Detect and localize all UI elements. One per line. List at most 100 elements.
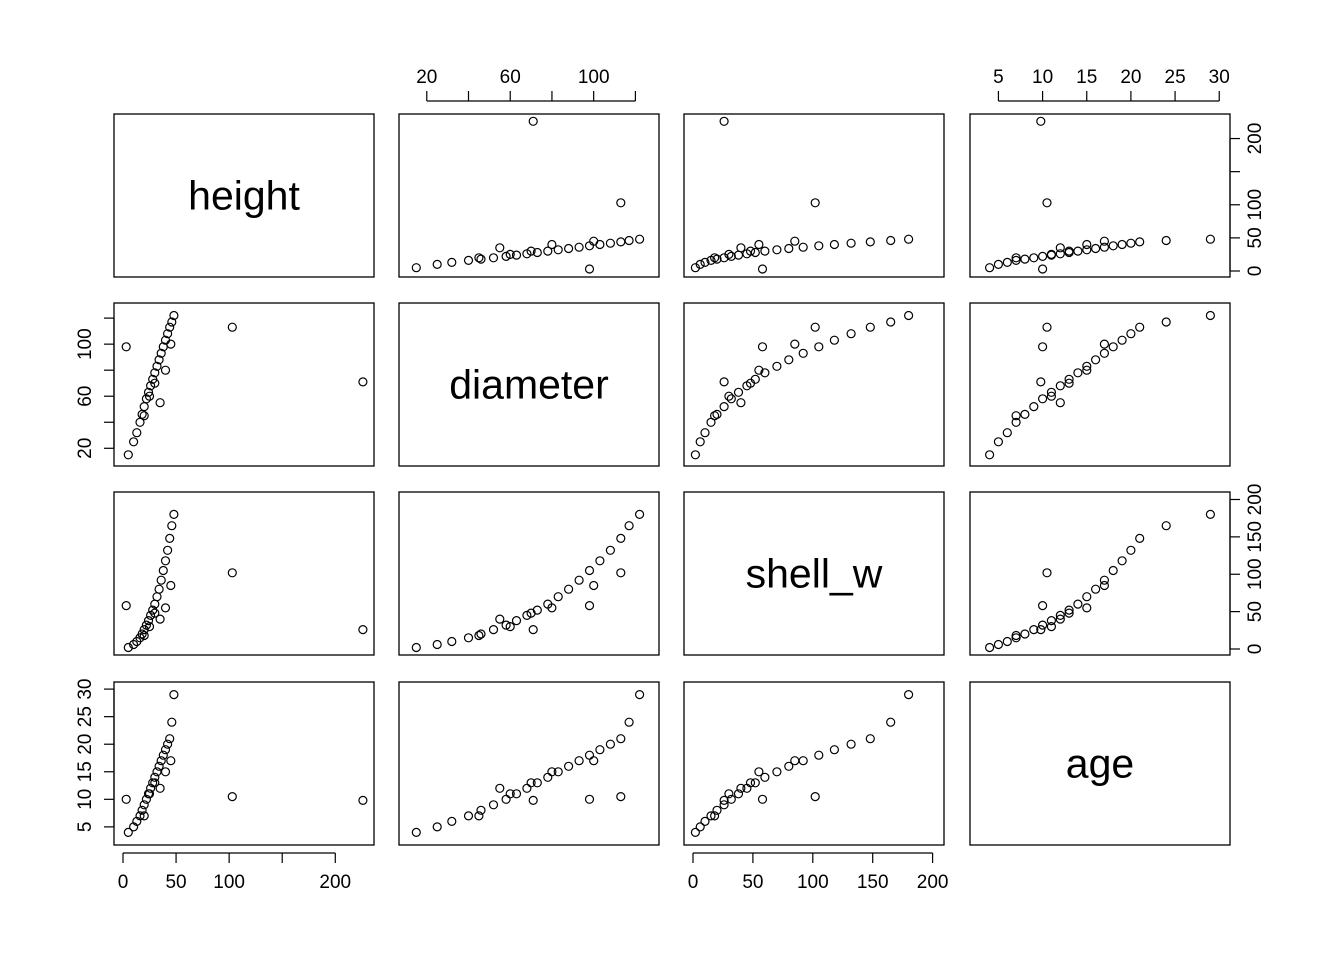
data-point <box>1099 236 1110 246</box>
data-point <box>1046 391 1057 401</box>
data-point <box>165 734 175 744</box>
data-point <box>798 348 808 358</box>
data-point <box>476 805 486 815</box>
scatter-panel-age-vs-shell_w <box>683 681 945 846</box>
data-point <box>784 761 794 771</box>
data-point <box>132 428 142 438</box>
data-point <box>1037 394 1048 404</box>
data-point <box>1205 234 1216 244</box>
data-point <box>154 355 164 365</box>
data-point <box>463 811 474 821</box>
tick-label: 5 <box>75 822 96 833</box>
data-point <box>447 257 457 267</box>
data-point <box>903 689 914 700</box>
right-y-axis-height: 0 50 100 200 <box>1229 123 1266 276</box>
data-point <box>1002 257 1012 267</box>
scatter-panel-height-vs-age <box>969 113 1231 278</box>
tick-label: 25 <box>1165 67 1186 88</box>
data-point <box>1108 565 1118 576</box>
data-point <box>553 245 563 255</box>
panel-frame <box>398 681 660 846</box>
scatter-panel-height-vs-diameter <box>398 113 660 278</box>
data-point <box>129 639 139 650</box>
tick-label: 200 <box>319 872 351 893</box>
data-point <box>563 243 574 254</box>
data-point <box>1055 398 1065 408</box>
data-point <box>501 620 511 630</box>
data-point <box>1205 310 1216 321</box>
data-point <box>432 639 442 650</box>
data-point <box>148 605 158 615</box>
data-point <box>772 361 782 371</box>
data-point <box>1064 374 1074 384</box>
data-point <box>123 827 133 838</box>
data-point <box>709 253 720 263</box>
tick-label: 200 <box>1245 123 1266 155</box>
data-point <box>984 263 995 273</box>
bottom-x-axis-height: 0 50 100 200 <box>118 852 351 893</box>
data-point <box>798 242 808 252</box>
tick-label: 50 <box>165 872 186 893</box>
data-point <box>772 245 782 255</box>
data-point <box>358 377 368 387</box>
tick-label: 100 <box>1245 558 1266 590</box>
data-point <box>1117 556 1127 566</box>
scatter-panel-age-vs-diameter <box>398 681 660 846</box>
data-point <box>169 310 179 321</box>
data-point <box>865 734 875 744</box>
data-point <box>790 756 800 766</box>
data-point <box>589 580 599 591</box>
tick-label: 0 <box>1245 644 1266 655</box>
data-point <box>584 750 595 760</box>
tick-label: 150 <box>857 872 889 893</box>
data-point <box>690 827 701 838</box>
data-point <box>1108 241 1118 251</box>
data-point <box>903 310 914 321</box>
data-point <box>129 437 139 447</box>
data-point <box>1055 610 1065 621</box>
data-point <box>526 778 536 788</box>
data-point <box>634 689 645 700</box>
tick-label: 20 <box>75 734 96 755</box>
data-point <box>605 238 616 248</box>
data-point <box>616 734 626 744</box>
data-point <box>1161 317 1171 327</box>
data-point <box>121 600 131 611</box>
panel-frame <box>398 491 660 656</box>
data-point <box>1029 402 1039 412</box>
tick-label: 5 <box>993 67 1004 88</box>
tick-label: 50 <box>1245 601 1266 622</box>
data-point <box>726 794 736 804</box>
data-point <box>1082 245 1092 255</box>
data-point <box>993 437 1004 447</box>
data-point <box>814 750 824 760</box>
data-point <box>1029 253 1039 263</box>
data-point <box>121 794 131 804</box>
data-point <box>411 263 421 273</box>
data-point <box>719 800 729 810</box>
data-point <box>1046 615 1057 626</box>
data-point <box>736 783 746 793</box>
tick-label: 100 <box>75 328 96 360</box>
data-point <box>1099 575 1110 585</box>
panel-frame <box>969 681 1231 846</box>
data-point <box>141 794 151 804</box>
diagonal-panel-shell_w: shell_w <box>683 491 945 656</box>
data-point <box>1042 568 1052 578</box>
data-point <box>1055 381 1065 391</box>
data-point <box>719 402 729 412</box>
data-point <box>616 568 626 578</box>
data-point <box>810 791 820 802</box>
data-point <box>589 236 599 246</box>
data-point <box>511 615 522 626</box>
panel-frame <box>683 491 945 656</box>
data-point <box>1055 243 1065 253</box>
data-point <box>474 811 484 821</box>
scatter-panel-diameter-vs-age <box>969 302 1231 467</box>
data-point <box>810 322 820 332</box>
data-point <box>139 800 149 810</box>
data-point <box>984 642 995 653</box>
data-point <box>757 264 768 274</box>
data-point <box>798 756 808 766</box>
tick-label: 15 <box>75 761 96 782</box>
